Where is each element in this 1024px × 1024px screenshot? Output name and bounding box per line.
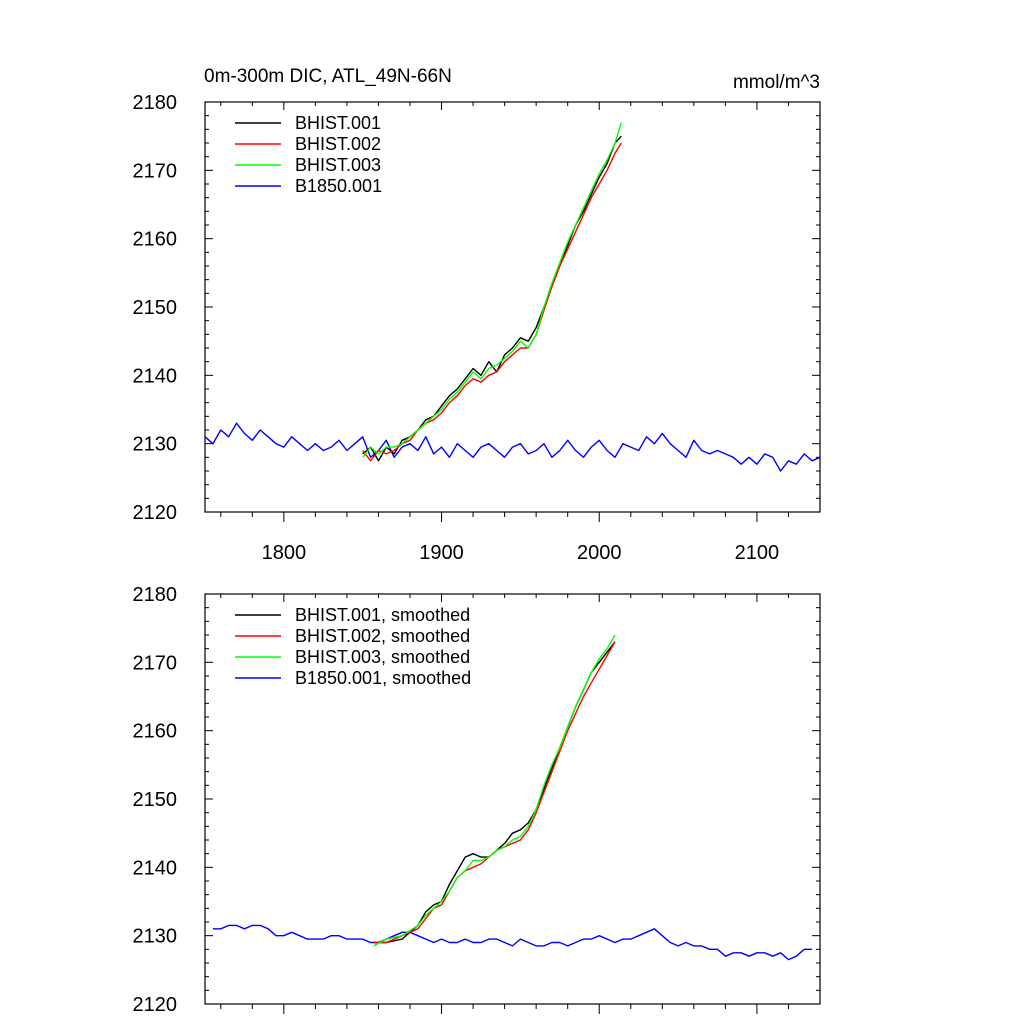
y-tick-label: 2120 xyxy=(133,994,178,1016)
series-line-bhist-003-smoothed xyxy=(373,634,616,947)
legend-label: BHIST.002 xyxy=(295,134,381,154)
series-line-bhist-003 xyxy=(362,122,622,458)
y-tick-label: 2170 xyxy=(133,160,178,182)
y-tick-label: 2140 xyxy=(133,365,178,387)
x-tick-label: 1900 xyxy=(419,542,464,564)
y-tick-label: 2130 xyxy=(133,434,178,456)
y-tick-label: 2140 xyxy=(133,857,178,879)
series-line-bhist-001 xyxy=(362,135,622,462)
bottom-panel: 2120 2130 2140 2150 2160 2170 2180 BHIST.001, … xyxy=(133,584,821,1016)
y-tick-label: 2180 xyxy=(133,92,178,114)
legend-label: BHIST.001 xyxy=(295,113,381,133)
y-tick-label: 2120 xyxy=(133,502,178,524)
chart-title: 0m-300m DIC, ATL_49N-66N xyxy=(204,66,452,87)
legend-label: BHIST.002, smoothed xyxy=(295,626,470,646)
y-tick-label: 2160 xyxy=(133,721,178,743)
y-tick-label: 2150 xyxy=(133,297,178,319)
legend-label: BHIST.003, smoothed xyxy=(295,647,470,667)
x-tick-label: 2000 xyxy=(577,542,622,564)
y-tick-label: 2160 xyxy=(133,229,178,251)
axis-ticks-top: 2120 2130 2140 2150 2160 2170 2180 1800 1900 2000… xyxy=(133,92,820,564)
top-panel: 0m-300m DIC, ATL_49N-66N mmol/m^3 212021… xyxy=(133,66,821,564)
series-line-b1850-001-smoothed xyxy=(212,924,813,961)
y-tick-label: 2130 xyxy=(133,926,178,948)
series-line-bhist-002 xyxy=(362,142,622,462)
x-tick-label: 2100 xyxy=(735,542,780,564)
axis-ticks-bottom: 2120 2130 2140 2150 2160 2170 2180 xyxy=(133,584,820,1016)
y-tick-label: 2150 xyxy=(133,789,178,811)
units-label: mmol/m^3 xyxy=(733,72,820,93)
series-lines-top xyxy=(204,122,821,472)
series-lines-bottom xyxy=(212,634,813,961)
legend-label: BHIST.003 xyxy=(295,155,381,175)
y-tick-label: 2180 xyxy=(133,584,178,606)
legend-label: B1850.001 xyxy=(295,176,382,196)
series-line-b1850-001 xyxy=(204,422,821,472)
legend-label: BHIST.001, smoothed xyxy=(295,605,470,625)
y-tick-label: 2170 xyxy=(133,652,178,674)
legend-label: B1850.001, smoothed xyxy=(295,668,471,688)
x-tick-label: 1800 xyxy=(262,542,307,564)
